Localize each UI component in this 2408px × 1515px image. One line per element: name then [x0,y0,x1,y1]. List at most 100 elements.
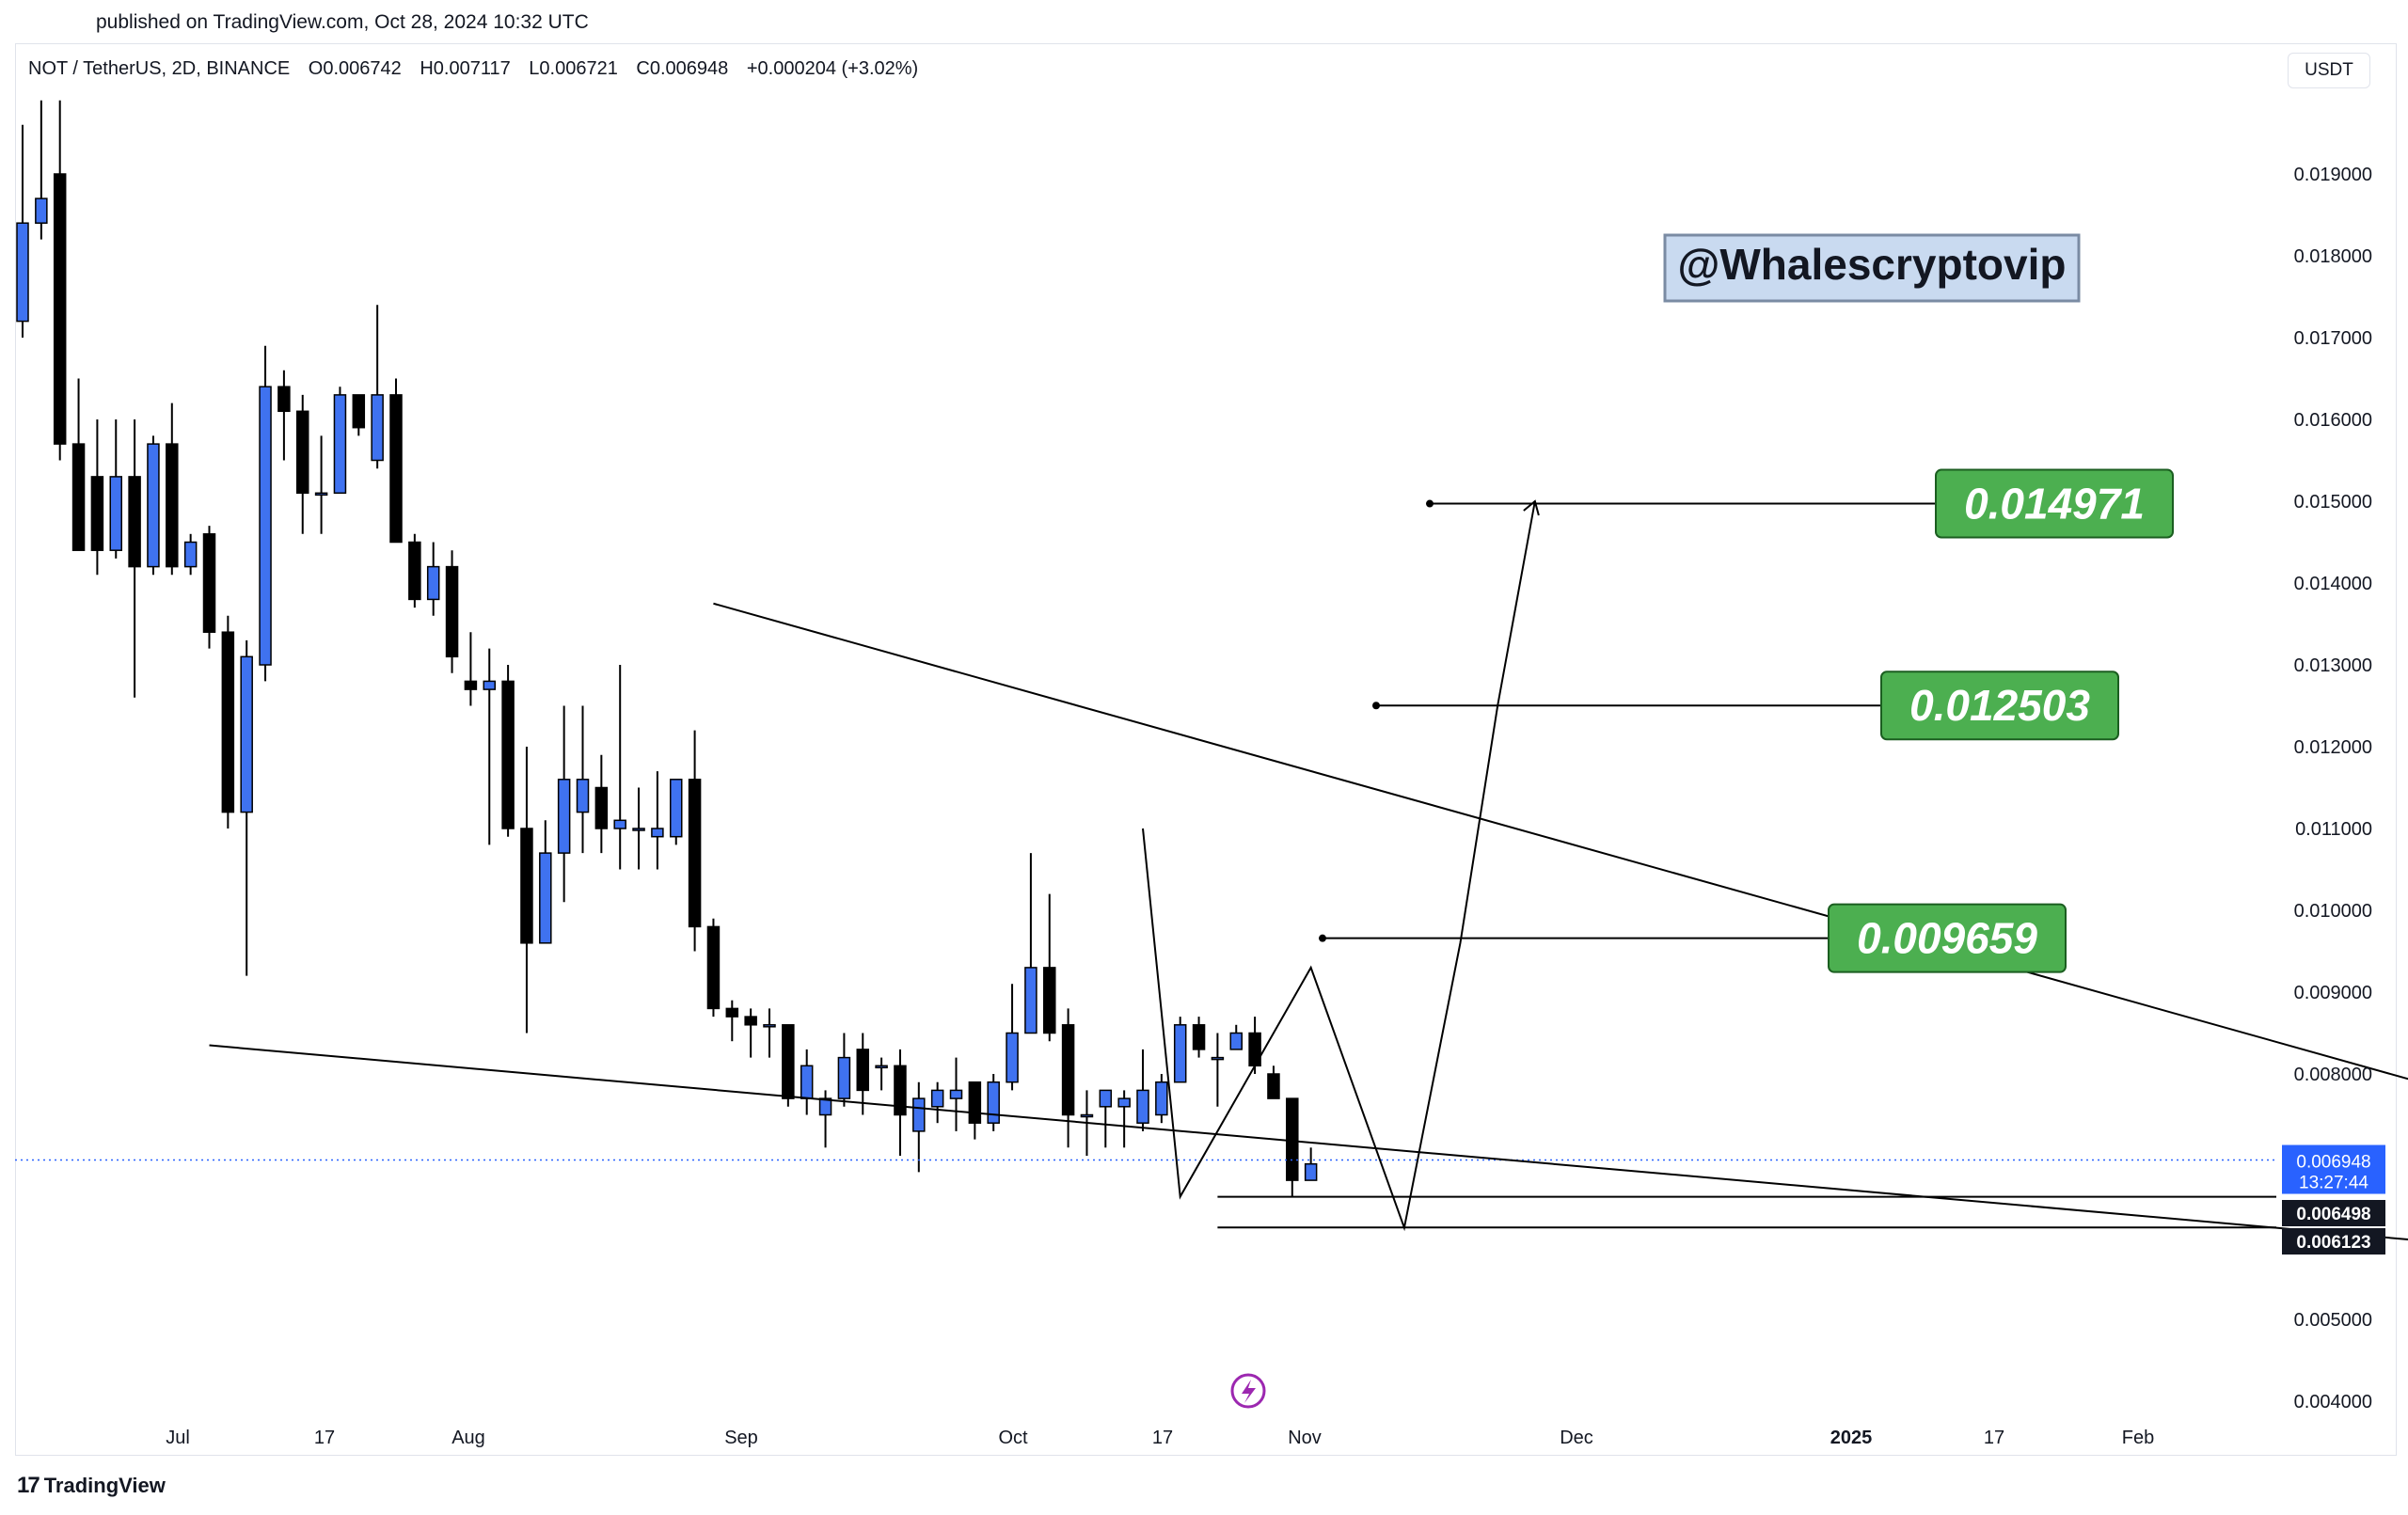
time-tick-label: 2025 [1830,1428,1873,1448]
candle-down [128,476,141,568]
high-value: H0.007117 [420,58,511,79]
candle-up [147,443,160,568]
price-tick-label: 0.011000 [2295,819,2372,840]
candle-down [464,680,478,690]
candles-layer [16,100,1318,1197]
candle-down [1286,1097,1299,1181]
price-axis: 0.019000 0.018000 0.017000 0.016000 0.015000… [2294,165,2372,1412]
candle-down [501,680,515,829]
candle-up [314,492,328,497]
candle-down [725,1007,739,1018]
target-label: 0.009659 [1857,914,2037,963]
candle-down [744,1016,757,1026]
candle-up [1080,1113,1094,1118]
candle-up [1136,1089,1149,1124]
candle-down [296,410,309,495]
candle-up [875,1065,888,1069]
candle-up [1099,1089,1113,1108]
price-tick-label: 0.010000 [2294,901,2372,922]
candle-down [1248,1032,1261,1067]
candle-down [706,925,721,1010]
candle-down [782,1024,795,1099]
candle-down [90,476,104,551]
candle-up [16,222,29,323]
watermark-text: @Whalescryptovip [1678,240,2067,289]
time-tick-label: Aug [452,1428,485,1448]
candle-up [949,1089,963,1099]
candle-down [202,533,216,633]
candle-up [930,1089,944,1108]
candle-down [520,828,533,944]
time-tick-label: Oct [998,1428,1028,1448]
candle-up [1304,1162,1318,1181]
target-box [1880,671,2119,741]
candle-down [968,1081,982,1124]
candle-up [670,779,683,838]
tradingview-logo[interactable]: 17 TradingView [17,1473,166,1499]
candle-down [688,779,702,928]
price-tick-label: 0.015000 [2294,492,2372,513]
symbol-label[interactable]: NOT / TetherUS, 2D, BINANCE [28,58,291,79]
candle-up [183,541,198,568]
level-value: 0.006498 [2296,1205,2370,1224]
level-badge [2282,1200,2385,1226]
published-info: published on TradingView.com, Oct 28, 20… [96,11,589,33]
candle-up [1024,967,1038,1034]
target-label: 0.012503 [1909,681,2090,730]
candle-down [221,631,235,813]
chart-frame [15,43,2397,1456]
target-box [1828,903,2067,973]
candle-up [259,386,272,666]
price-tick-label: 0.019000 [2294,165,2372,185]
price-tick-label: 0.016000 [2294,410,2372,431]
candle-down [445,565,459,658]
candle-up [1117,1097,1131,1108]
candle-up [1229,1032,1243,1050]
candle-down [352,394,366,429]
time-tick-label: Feb [2122,1428,2154,1448]
time-tick-label: Sep [724,1428,758,1448]
candle-up [483,680,496,690]
candle-down [277,386,291,413]
candle-down [856,1049,869,1092]
target-box [1935,468,2174,539]
price-tick-label: 0.005000 [2294,1310,2372,1331]
candle-up [240,655,253,813]
candle-up [109,476,122,551]
price-tick-label: 0.004000 [2294,1392,2372,1412]
candle-up [539,852,552,944]
countdown-value: 13:27:44 [2299,1174,2368,1193]
candle-up [1006,1032,1019,1083]
currency-button[interactable]: USDT [2288,53,2370,88]
candle-up [426,565,440,601]
candle-up [763,1024,776,1028]
candle-up [557,779,571,854]
candle-up [1211,1056,1225,1061]
lightning-icon[interactable] [1230,1373,1266,1409]
candle-up [371,394,384,462]
candle-up [1173,1024,1187,1083]
price-tick-label: 0.008000 [2294,1065,2372,1085]
candle-up [333,394,347,495]
target-label: 0.014971 [1964,480,2145,529]
candle-down [1061,1024,1075,1116]
projection-path [1142,500,1536,1232]
drawings-layer: 0.014971 0.012503 0.009659 [15,468,2408,1240]
lower-wedge-line [209,1044,2408,1240]
candle-down [408,541,421,601]
open-value: O0.006742 [308,58,402,79]
candle-down [1267,1073,1280,1099]
candle-up [1155,1081,1168,1116]
price-tick-label: 0.017000 [2294,328,2372,349]
candle-down [389,394,403,544]
time-axis: Jul 17 Aug Sep Oct 17 Nov Dec 2025 17 Feb [166,1428,2154,1448]
level-value: 0.006123 [2296,1233,2370,1253]
watermark-box: @Whalescryptovip [1663,233,2081,303]
candle-down [1043,967,1056,1034]
upper-wedge-line [713,602,2408,1081]
candle-down [594,786,609,829]
last-price-value: 0.006948 [2296,1153,2370,1173]
price-tick-label: 0.013000 [2294,655,2372,676]
